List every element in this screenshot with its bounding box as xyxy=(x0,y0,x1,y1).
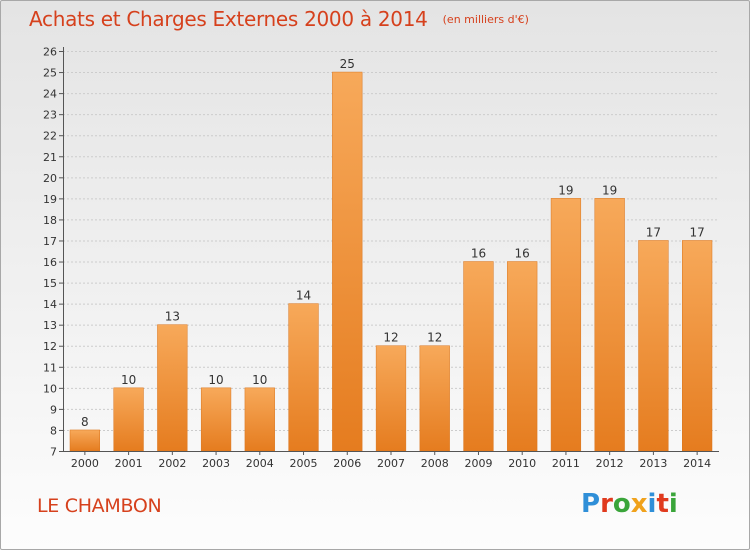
value-label-2008: 12 xyxy=(427,331,442,345)
y-tick-label: 24 xyxy=(43,88,57,101)
y-tick-label: 12 xyxy=(43,340,57,353)
value-label-2002: 13 xyxy=(165,310,180,324)
chart-unit-note: (en milliers d'€) xyxy=(442,13,529,26)
x-tick-label-2003: 2003 xyxy=(202,457,230,470)
x-tick-label-2005: 2005 xyxy=(290,457,318,470)
x-tick-label-2011: 2011 xyxy=(552,457,580,470)
logo-letter: o xyxy=(612,489,631,519)
x-tick-label-2001: 2001 xyxy=(115,457,143,470)
value-label-2010: 16 xyxy=(515,247,530,261)
bar-2004 xyxy=(244,387,275,452)
x-tick-label-2002: 2002 xyxy=(158,457,186,470)
y-tick-label: 22 xyxy=(43,130,57,143)
x-tick-label-2012: 2012 xyxy=(596,457,624,470)
logo-letter: r xyxy=(600,489,613,519)
value-label-2014: 17 xyxy=(689,225,704,239)
x-tick-label-2006: 2006 xyxy=(333,457,361,470)
bar-2001 xyxy=(113,387,144,452)
value-label-2011: 19 xyxy=(558,183,573,197)
value-label-2004: 10 xyxy=(252,373,267,387)
chart-header: Achats et Charges Externes 2000 à 2014 (… xyxy=(29,7,529,31)
location-label: LE CHAMBON xyxy=(37,495,162,517)
value-label-2000: 8 xyxy=(81,415,89,429)
value-label-2006: 25 xyxy=(340,57,355,71)
y-tick-label: 25 xyxy=(43,67,57,80)
bar-2009 xyxy=(463,261,494,452)
proxiti-logo: Proxiti xyxy=(581,489,678,519)
y-tick-label: 21 xyxy=(43,151,57,164)
bar-2005 xyxy=(288,303,319,452)
y-tick-label: 20 xyxy=(43,172,57,185)
logo-letter: i xyxy=(668,489,678,519)
y-tick-label: 16 xyxy=(43,256,57,269)
value-label-2001: 10 xyxy=(121,373,136,387)
bar-2003 xyxy=(200,387,232,452)
bar-2002 xyxy=(157,324,188,452)
y-tick-label: 11 xyxy=(43,361,57,374)
x-tick-label-2000: 2000 xyxy=(71,457,99,470)
value-label-2012: 19 xyxy=(602,183,617,197)
x-tick-label-2013: 2013 xyxy=(639,457,667,470)
logo-letter: i xyxy=(647,489,657,519)
bars xyxy=(69,71,713,452)
bar-2011 xyxy=(550,198,582,452)
bar-2014 xyxy=(682,240,713,452)
chart-title: Achats et Charges Externes 2000 à 2014 xyxy=(29,7,428,31)
bar-2010 xyxy=(507,261,538,452)
logo-letter: t xyxy=(656,489,669,519)
value-label-2009: 16 xyxy=(471,247,486,261)
value-label-2005: 14 xyxy=(296,289,311,303)
y-tick-label: 7 xyxy=(50,446,57,459)
y-tick-label: 19 xyxy=(43,193,57,206)
y-tick-label: 8 xyxy=(50,424,57,437)
x-tick-label-2009: 2009 xyxy=(464,457,492,470)
bar-2006 xyxy=(332,71,363,452)
bar-2000 xyxy=(69,429,100,452)
bar-2008 xyxy=(419,345,450,452)
x-tick-label-2008: 2008 xyxy=(421,457,449,470)
value-label-2003: 10 xyxy=(208,373,223,387)
x-tick-label-2004: 2004 xyxy=(246,457,274,470)
y-tick-label: 14 xyxy=(43,298,57,311)
x-tick-label-2010: 2010 xyxy=(508,457,536,470)
y-tick-label: 13 xyxy=(43,319,57,332)
value-label-2007: 12 xyxy=(383,331,398,345)
x-tick-label-2007: 2007 xyxy=(377,457,405,470)
value-label-2013: 17 xyxy=(646,225,661,239)
bar-2013 xyxy=(638,240,669,452)
y-tick-label: 23 xyxy=(43,109,57,122)
y-tick-label: 15 xyxy=(43,277,57,290)
x-tick-label-2014: 2014 xyxy=(683,457,711,470)
logo-letter: P xyxy=(581,489,601,519)
y-tick-label: 26 xyxy=(43,46,57,59)
bar-2012 xyxy=(594,198,625,452)
labels: 7 8 9 10 11 12 13 14 15 16 17 18 19 20 21 22 23 24 25 26 8 20… xyxy=(43,46,711,471)
y-tick-label: 10 xyxy=(43,382,57,395)
bar-2007 xyxy=(375,345,407,452)
axes xyxy=(59,47,719,455)
y-tick-label: 9 xyxy=(50,403,57,416)
y-tick-label: 18 xyxy=(43,214,57,227)
logo-letter: x xyxy=(630,489,648,519)
y-tick-label: 17 xyxy=(43,235,57,248)
